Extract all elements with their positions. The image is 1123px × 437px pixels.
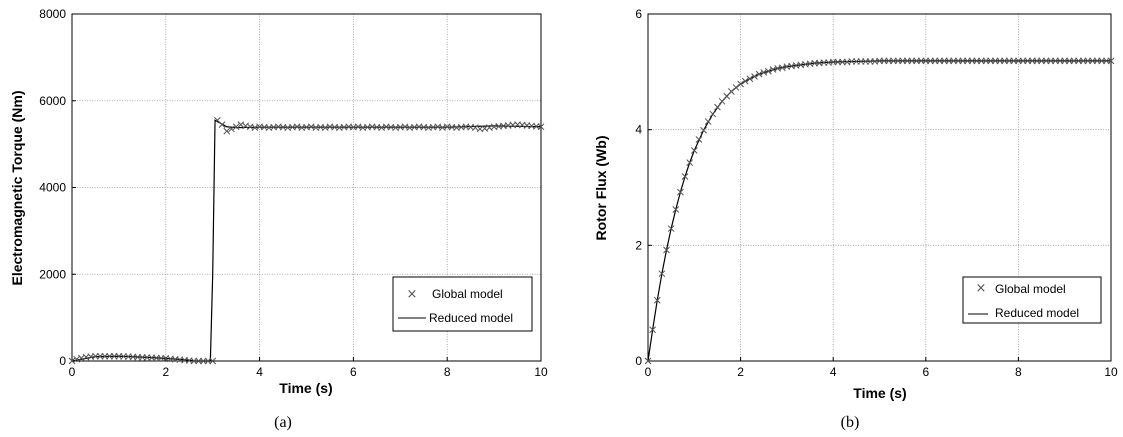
flux-global-model-point: [681, 173, 689, 180]
flux-legend-reduced-label: Reduced model: [995, 306, 1079, 320]
flux-global-model-point: [690, 147, 698, 154]
torque-caption: (a): [274, 414, 292, 431]
flux-y-ticks: 0 2 4 6: [635, 7, 652, 368]
flux-plot-frame: [647, 13, 1112, 362]
torque-y-tick-label: 4000: [39, 181, 66, 195]
flux-x-axis-label: Time (s): [853, 385, 906, 401]
torque-legend-box: [392, 276, 533, 332]
torque-x-tick-label: 10: [534, 365, 548, 379]
torque-y-tick-label: 2000: [39, 267, 66, 281]
torque-global-model-point: [68, 357, 76, 365]
flux-global-model-point: [741, 77, 749, 85]
flux-legend-box: [962, 276, 1102, 324]
flux-global-model-point: [704, 118, 712, 125]
torque-global-model-point: [471, 124, 479, 131]
flux-global-model-point: [695, 136, 703, 143]
flux-global-model-point: [663, 246, 670, 254]
torque-chart-panel: 0 2 4 6 8 10 0 2000 4000 6000 8000 Time (s) Elect…: [9, 7, 548, 431]
flux-legend-global-marker: ×: [976, 281, 987, 296]
torque-global-model-point: [537, 123, 545, 131]
flux-global-model-point: [751, 73, 758, 80]
torque-x-tick-label: 2: [162, 365, 169, 379]
flux-global-model-point: [667, 225, 675, 232]
torque-global-model-point: [223, 127, 231, 135]
flux-global-model-markers: [644, 57, 1115, 365]
torque-legend: × Global model Reduced model: [392, 276, 533, 332]
flux-x-tick-label: 2: [737, 365, 744, 379]
torque-global-model-point: [228, 125, 235, 133]
torque-x-tick-label: 4: [256, 365, 263, 379]
flux-x-tick-label: 0: [645, 365, 652, 379]
flux-y-tick-label: 4: [635, 123, 642, 137]
flux-global-model-point: [658, 270, 666, 278]
flux-grid: [648, 14, 1111, 361]
torque-global-model-point: [232, 123, 240, 131]
flux-global-model-point: [732, 84, 740, 91]
torque-global-model-point: [218, 121, 226, 128]
flux-global-model-point: [746, 75, 754, 83]
torque-y-tick-label: 8000: [39, 7, 66, 21]
flux-y-tick-label: 2: [635, 238, 642, 252]
flux-global-model-point: [672, 206, 680, 213]
torque-x-tick-label: 0: [69, 365, 76, 379]
torque-x-ticks: 0 2 4 6 8 10: [69, 357, 548, 379]
flux-global-model-point: [644, 357, 652, 365]
flux-x-tick-label: 4: [830, 365, 837, 379]
torque-x-axis-label: Time (s): [279, 380, 332, 396]
torque-legend-global-marker: ×: [407, 287, 418, 302]
flux-legend-global-label: Global model: [995, 282, 1066, 296]
torque-global-model-point: [209, 357, 217, 365]
torque-global-model-markers: [68, 116, 545, 365]
flux-x-tick-label: 8: [1015, 365, 1022, 379]
torque-y-ticks: 0 2000 4000 6000 8000: [39, 7, 76, 368]
flux-global-model-point: [677, 188, 684, 196]
torque-grid: [72, 14, 541, 361]
torque-y-tick-label: 0: [59, 354, 66, 368]
flux-chart-panel: 0 2 4 6 8 10 0 2 4 6 Time (s) Rotor Flux (Wb) (b…: [593, 7, 1118, 431]
flux-y-axis-label: Rotor Flux (Wb): [593, 136, 609, 241]
flux-caption: (b): [841, 414, 860, 431]
flux-y-tick-label: 0: [635, 354, 642, 368]
flux-global-model-point: [1107, 57, 1115, 65]
flux-x-ticks: 0 2 4 6 8 10: [645, 357, 1118, 379]
torque-x-tick-label: 6: [350, 365, 357, 379]
torque-y-axis-label: Electromagnetic Torque (Nm): [9, 91, 25, 286]
flux-global-model-point: [700, 126, 707, 134]
torque-legend-reduced-label: Reduced model: [429, 311, 513, 325]
flux-global-model-point: [765, 67, 772, 75]
flux-y-tick-label: 6: [635, 7, 642, 21]
torque-y-tick-label: 6000: [39, 94, 66, 108]
flux-global-model-point: [714, 103, 721, 111]
torque-legend-global-label: Global model: [432, 287, 503, 301]
flux-x-tick-label: 6: [922, 365, 929, 379]
flux-global-model-point: [755, 70, 763, 78]
flux-global-model-point: [737, 80, 744, 88]
flux-global-model-point: [709, 110, 717, 118]
flux-global-model-point: [653, 296, 661, 304]
flux-global-model-point: [686, 159, 694, 166]
torque-x-tick-label: 8: [444, 365, 451, 379]
flux-legend: × Global model Reduced model: [962, 276, 1102, 324]
flux-x-tick-label: 10: [1104, 365, 1118, 379]
flux-global-model-point: [649, 326, 656, 334]
